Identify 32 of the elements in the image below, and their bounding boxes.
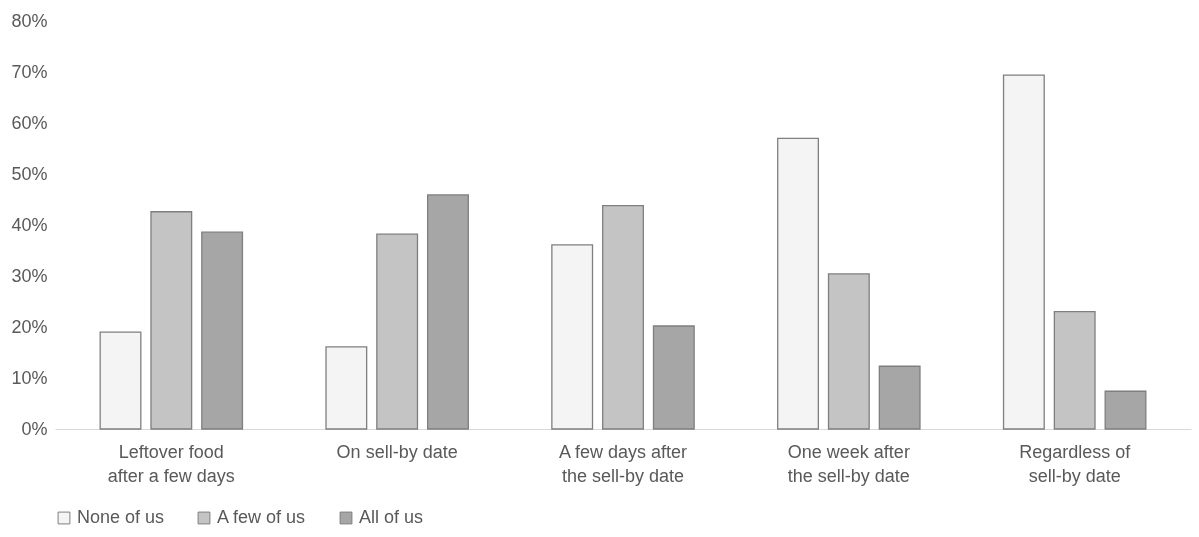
bar [1002,74,1045,430]
bar [150,211,193,430]
bar [777,137,820,430]
y-tick-label: 60% [11,112,48,133]
bar [602,204,644,430]
bar [1104,390,1147,430]
x-tick-label: Leftover food after a few days [107,441,235,486]
bar [325,346,368,430]
y-tick-label: 70% [11,61,48,82]
x-tick-label: On sell-by date [336,441,458,462]
bar [426,194,469,430]
bar [201,231,244,430]
bar [652,325,695,430]
bar [376,233,419,430]
y-tick-label: 50% [11,163,48,184]
legend-label: None of us [77,507,165,527]
x-tick-label: A few days after the sell-by date [558,441,688,486]
y-tick-label: 20% [11,316,48,337]
bar [878,365,921,430]
y-tick-label: 0% [21,418,48,439]
bar [1053,311,1096,430]
bar [99,331,142,430]
legend-label: All of us [359,507,424,527]
y-tick-label: 40% [11,214,48,235]
legend-label: A few of us [217,507,306,527]
y-tick-label: 80% [11,10,48,31]
y-tick-label: 30% [11,265,48,286]
y-tick-label: 10% [11,367,48,388]
bar [827,273,870,430]
x-tick-label: One week after the sell-by date [787,441,910,486]
x-tick-label: Regardless of sell-by date [1019,441,1132,486]
bar [551,244,594,430]
